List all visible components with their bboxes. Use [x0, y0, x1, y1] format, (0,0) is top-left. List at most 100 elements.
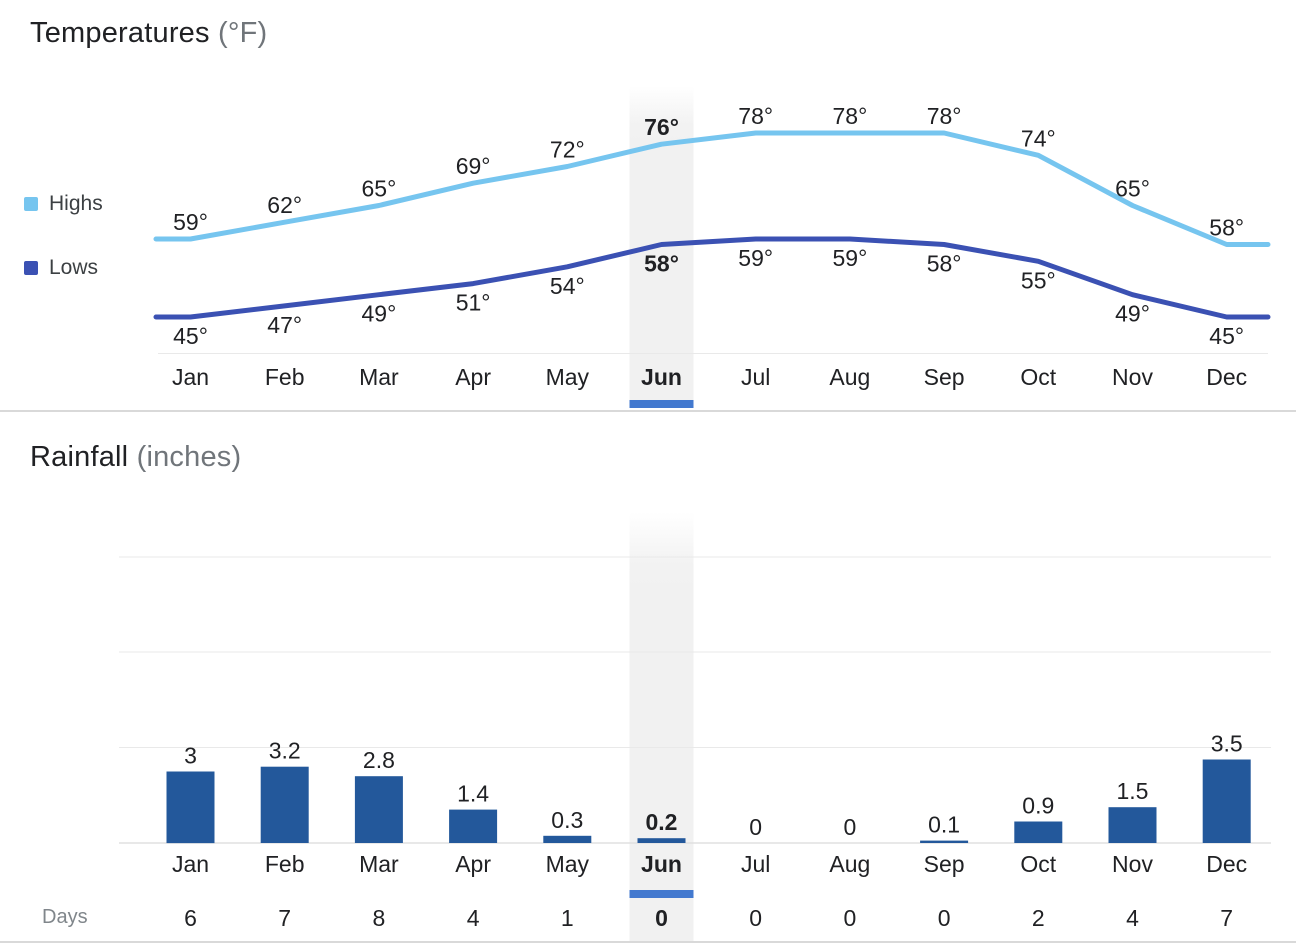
temperatures-title: Temperatures (°F): [30, 17, 267, 50]
high-value-label-jan: 59°: [173, 209, 208, 235]
rain-value-label-nov: 1.5: [1117, 778, 1149, 804]
temp-selected-month-underline: [629, 400, 694, 408]
high-value-label-dec: 58°: [1209, 215, 1244, 241]
rain-bar-sep: [920, 840, 969, 843]
temperatures-unit: (°F): [217, 17, 268, 49]
low-value-label-apr: 51°: [456, 290, 491, 316]
rain-value-label-apr: 1.4: [457, 781, 489, 807]
days-count-apr: 4: [467, 905, 480, 931]
rain-month-jan[interactable]: Jan: [172, 851, 209, 877]
low-value-label-dec: 45°: [1209, 323, 1244, 349]
rain-value-label-sep: 0.1: [928, 812, 960, 838]
rain-value-label-feb: 3.2: [269, 738, 301, 764]
low-value-label-sep: 58°: [927, 251, 962, 277]
legend-item-lows: Lows: [24, 254, 98, 282]
days-count-oct: 2: [1032, 905, 1045, 931]
temp-month-mar[interactable]: Mar: [359, 364, 399, 390]
temp-month-apr[interactable]: Apr: [455, 364, 491, 390]
rain-bar-mar: [354, 776, 403, 843]
rain-month-jun[interactable]: Jun: [641, 851, 682, 877]
rain-value-label-oct: 0.9: [1022, 793, 1054, 819]
rain-value-label-dec: 3.5: [1211, 731, 1243, 757]
rainfall-unit: (inches): [136, 441, 242, 473]
high-value-label-sep: 78°: [927, 103, 962, 129]
rain-bar-apr: [449, 809, 498, 843]
temp-month-oct[interactable]: Oct: [1020, 364, 1056, 390]
rainfall-title-text: Rainfall: [30, 441, 129, 473]
rain-selected-month-underline: [629, 890, 694, 898]
rain-value-label-jan: 3: [184, 742, 197, 768]
highs-swatch-icon: [24, 197, 38, 211]
rain-bar-feb: [260, 766, 309, 843]
rain-month-jul[interactable]: Jul: [741, 851, 770, 877]
rain-month-dec[interactable]: Dec: [1206, 851, 1247, 877]
temp-month-jul[interactable]: Jul: [741, 364, 770, 390]
temp-month-dec[interactable]: Dec: [1206, 364, 1247, 390]
low-value-label-oct: 55°: [1021, 267, 1056, 293]
rain-month-sep[interactable]: Sep: [924, 851, 965, 877]
high-value-label-mar: 65°: [362, 176, 397, 202]
temp-month-nov[interactable]: Nov: [1112, 364, 1153, 390]
days-count-aug: 0: [844, 905, 857, 931]
rain-value-label-mar: 2.8: [363, 747, 395, 773]
high-value-label-may: 72°: [550, 136, 585, 162]
rain-bar-may: [543, 835, 592, 843]
temp-month-jan[interactable]: Jan: [172, 364, 209, 390]
bottom-divider: [0, 941, 1296, 943]
low-value-label-jun: 58°: [644, 251, 679, 277]
rain-month-mar[interactable]: Mar: [359, 851, 399, 877]
rainfall-title: Rainfall (inches): [30, 441, 241, 474]
low-value-label-jul: 59°: [738, 245, 773, 271]
legend-lows-label: Lows: [49, 256, 99, 279]
high-value-label-oct: 74°: [1021, 125, 1056, 151]
rain-month-aug[interactable]: Aug: [829, 851, 870, 877]
temp-month-sep[interactable]: Sep: [924, 364, 965, 390]
lows-swatch-icon: [24, 261, 38, 275]
temp-month-may[interactable]: May: [546, 364, 590, 390]
rain-month-oct[interactable]: Oct: [1020, 851, 1056, 877]
rain-bar-nov: [1108, 807, 1157, 843]
days-count-mar: 8: [373, 905, 386, 931]
rain-value-label-aug: 0: [844, 814, 857, 840]
legend-item-highs: Highs: [24, 190, 103, 218]
high-value-label-aug: 78°: [833, 103, 868, 129]
temp-month-aug[interactable]: Aug: [829, 364, 870, 390]
days-count-dec: 7: [1220, 905, 1233, 931]
rain-month-may[interactable]: May: [546, 851, 590, 877]
high-value-label-jun: 76°: [644, 114, 679, 140]
rain-selected-month-column[interactable]: [629, 512, 694, 941]
rain-bar-jan: [166, 771, 215, 844]
lows-line: [153, 236, 1271, 320]
rain-month-apr[interactable]: Apr: [455, 851, 491, 877]
temp-month-jun[interactable]: Jun: [641, 364, 682, 390]
days-count-jun: 0: [655, 905, 668, 931]
legend-highs-label: Highs: [49, 192, 103, 215]
days-count-sep: 0: [938, 905, 951, 931]
rain-value-label-may: 0.3: [551, 807, 583, 833]
section-divider: [0, 410, 1296, 412]
days-count-feb: 7: [278, 905, 291, 931]
days-count-nov: 4: [1126, 905, 1139, 931]
days-row-label: Days: [42, 906, 88, 928]
low-value-label-mar: 49°: [362, 301, 397, 327]
days-count-may: 1: [561, 905, 574, 931]
rain-value-label-jul: 0: [749, 814, 762, 840]
rain-month-nov[interactable]: Nov: [1112, 851, 1153, 877]
highs-line: [153, 130, 1271, 247]
low-value-label-feb: 47°: [267, 312, 302, 338]
low-value-label-nov: 49°: [1115, 301, 1150, 327]
low-value-label-may: 54°: [550, 273, 585, 299]
rain-bar-oct: [1014, 821, 1063, 843]
temp-month-feb[interactable]: Feb: [265, 364, 305, 390]
low-value-label-jan: 45°: [173, 323, 208, 349]
rain-bar-dec: [1202, 759, 1251, 843]
rain-bar-jun: [637, 838, 686, 843]
high-value-label-apr: 69°: [456, 153, 491, 179]
rain-month-feb[interactable]: Feb: [265, 851, 305, 877]
high-value-label-jul: 78°: [738, 103, 773, 129]
low-value-label-aug: 59°: [833, 245, 868, 271]
high-value-label-feb: 62°: [267, 192, 302, 218]
high-value-label-nov: 65°: [1115, 176, 1150, 202]
